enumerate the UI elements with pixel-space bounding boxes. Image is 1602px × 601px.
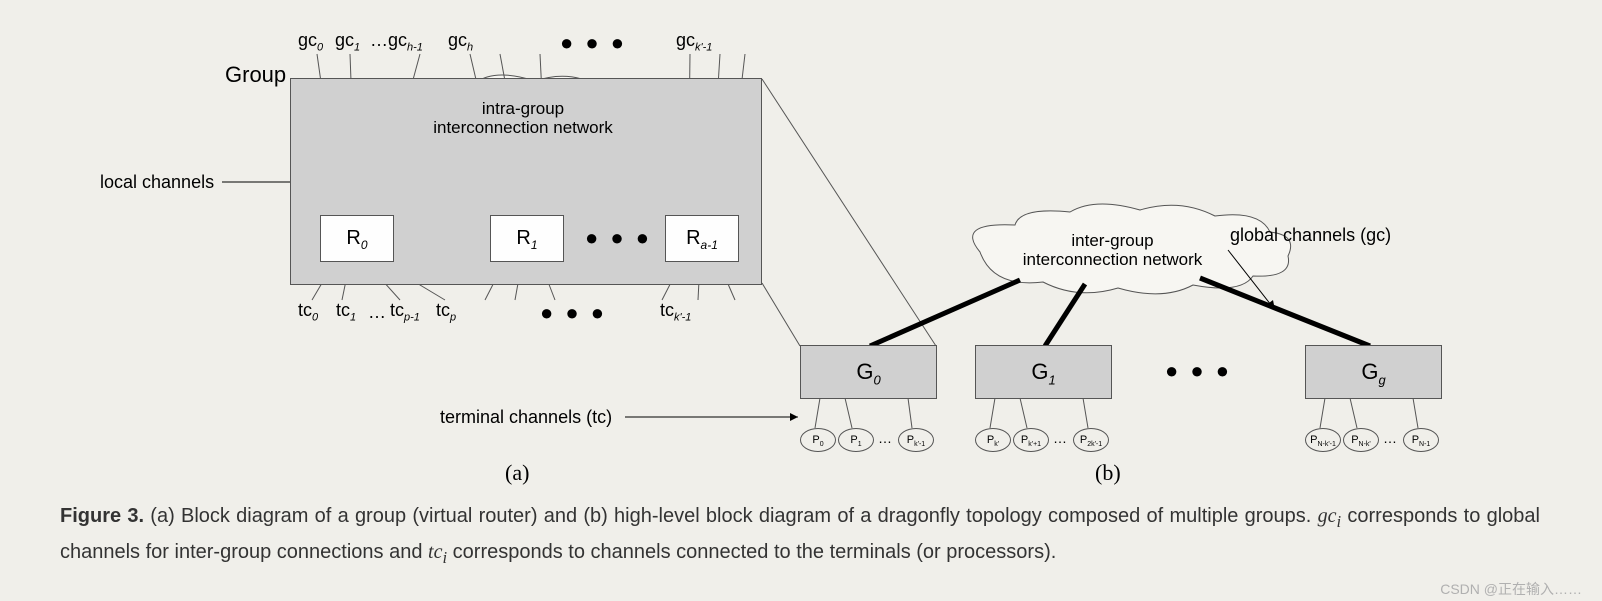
caption-part-3: corresponds to channels connected to the…	[453, 541, 1057, 563]
p-node: Pk'-1	[898, 428, 934, 452]
gc-label: gc0	[298, 30, 323, 51]
inter-cloud-l1: inter-group	[1071, 231, 1153, 250]
figure-caption: Figure 3. (a) Block diagram of a group (…	[60, 500, 1540, 571]
caption-gc: gc	[1318, 505, 1337, 527]
p-node: PN-k'	[1343, 428, 1379, 452]
gc-label: gch	[448, 30, 473, 51]
p-node: PN-k'-1	[1305, 428, 1341, 452]
gc-dots: ● ● ●	[560, 30, 627, 56]
router-box: R1	[490, 215, 564, 262]
router-dots: ● ● ●	[585, 225, 652, 251]
tc-label: …	[368, 302, 386, 323]
caption-tc-sub: i	[442, 548, 447, 567]
inter-cloud-label: inter-group interconnection network	[1000, 232, 1225, 269]
inter-cloud-l2: interconnection network	[1023, 250, 1203, 269]
group-label: Group	[225, 62, 286, 88]
terminal-channels-label: terminal channels (tc)	[440, 407, 612, 428]
router-box: Ra-1	[665, 215, 739, 262]
p-node: P2k'-1	[1073, 428, 1109, 452]
local-channels-label: local channels	[100, 172, 214, 193]
tc-label: tcp-1	[390, 300, 420, 321]
global-channels-label: global channels (gc)	[1230, 225, 1391, 246]
caption-tc: tc	[428, 541, 442, 563]
caption-part-1: (a) Block diagram of a group (virtual ro…	[150, 505, 1317, 527]
figure-number: Figure 3.	[60, 505, 144, 527]
tc-label: tcp	[436, 300, 456, 321]
tc-label: tc1	[336, 300, 356, 321]
watermark: CSDN @正在输入……	[1440, 579, 1582, 599]
figure-stage: Group intra-group interconnection networ…	[0, 0, 1602, 601]
caption-gc-sub: i	[1336, 512, 1341, 531]
p-node: Pk'+1	[1013, 428, 1049, 452]
p-node: PN-1	[1403, 428, 1439, 452]
gc-label: gc1	[335, 30, 360, 51]
p-node: P0	[800, 428, 836, 452]
gc-label: gck'-1	[676, 30, 712, 51]
group-dots: ● ● ●	[1165, 358, 1232, 384]
tc-dots: ● ● ●	[540, 300, 607, 326]
p-node: Pk'	[975, 428, 1011, 452]
group-box-b: G1	[975, 345, 1112, 399]
group-box-b: G0	[800, 345, 937, 399]
p-node: P1	[838, 428, 874, 452]
tc-label: tc0	[298, 300, 318, 321]
subfig-a-label: (a)	[505, 460, 529, 486]
tc-label: tck'-1	[660, 300, 691, 321]
p-dots: …	[1053, 430, 1067, 446]
subfig-b-label: (b)	[1095, 460, 1121, 486]
router-box: R0	[320, 215, 394, 262]
group-box-b: Gg	[1305, 345, 1442, 399]
p-dots: …	[1383, 430, 1397, 446]
p-dots: …	[878, 430, 892, 446]
gc-label: …gch-1	[370, 30, 423, 51]
